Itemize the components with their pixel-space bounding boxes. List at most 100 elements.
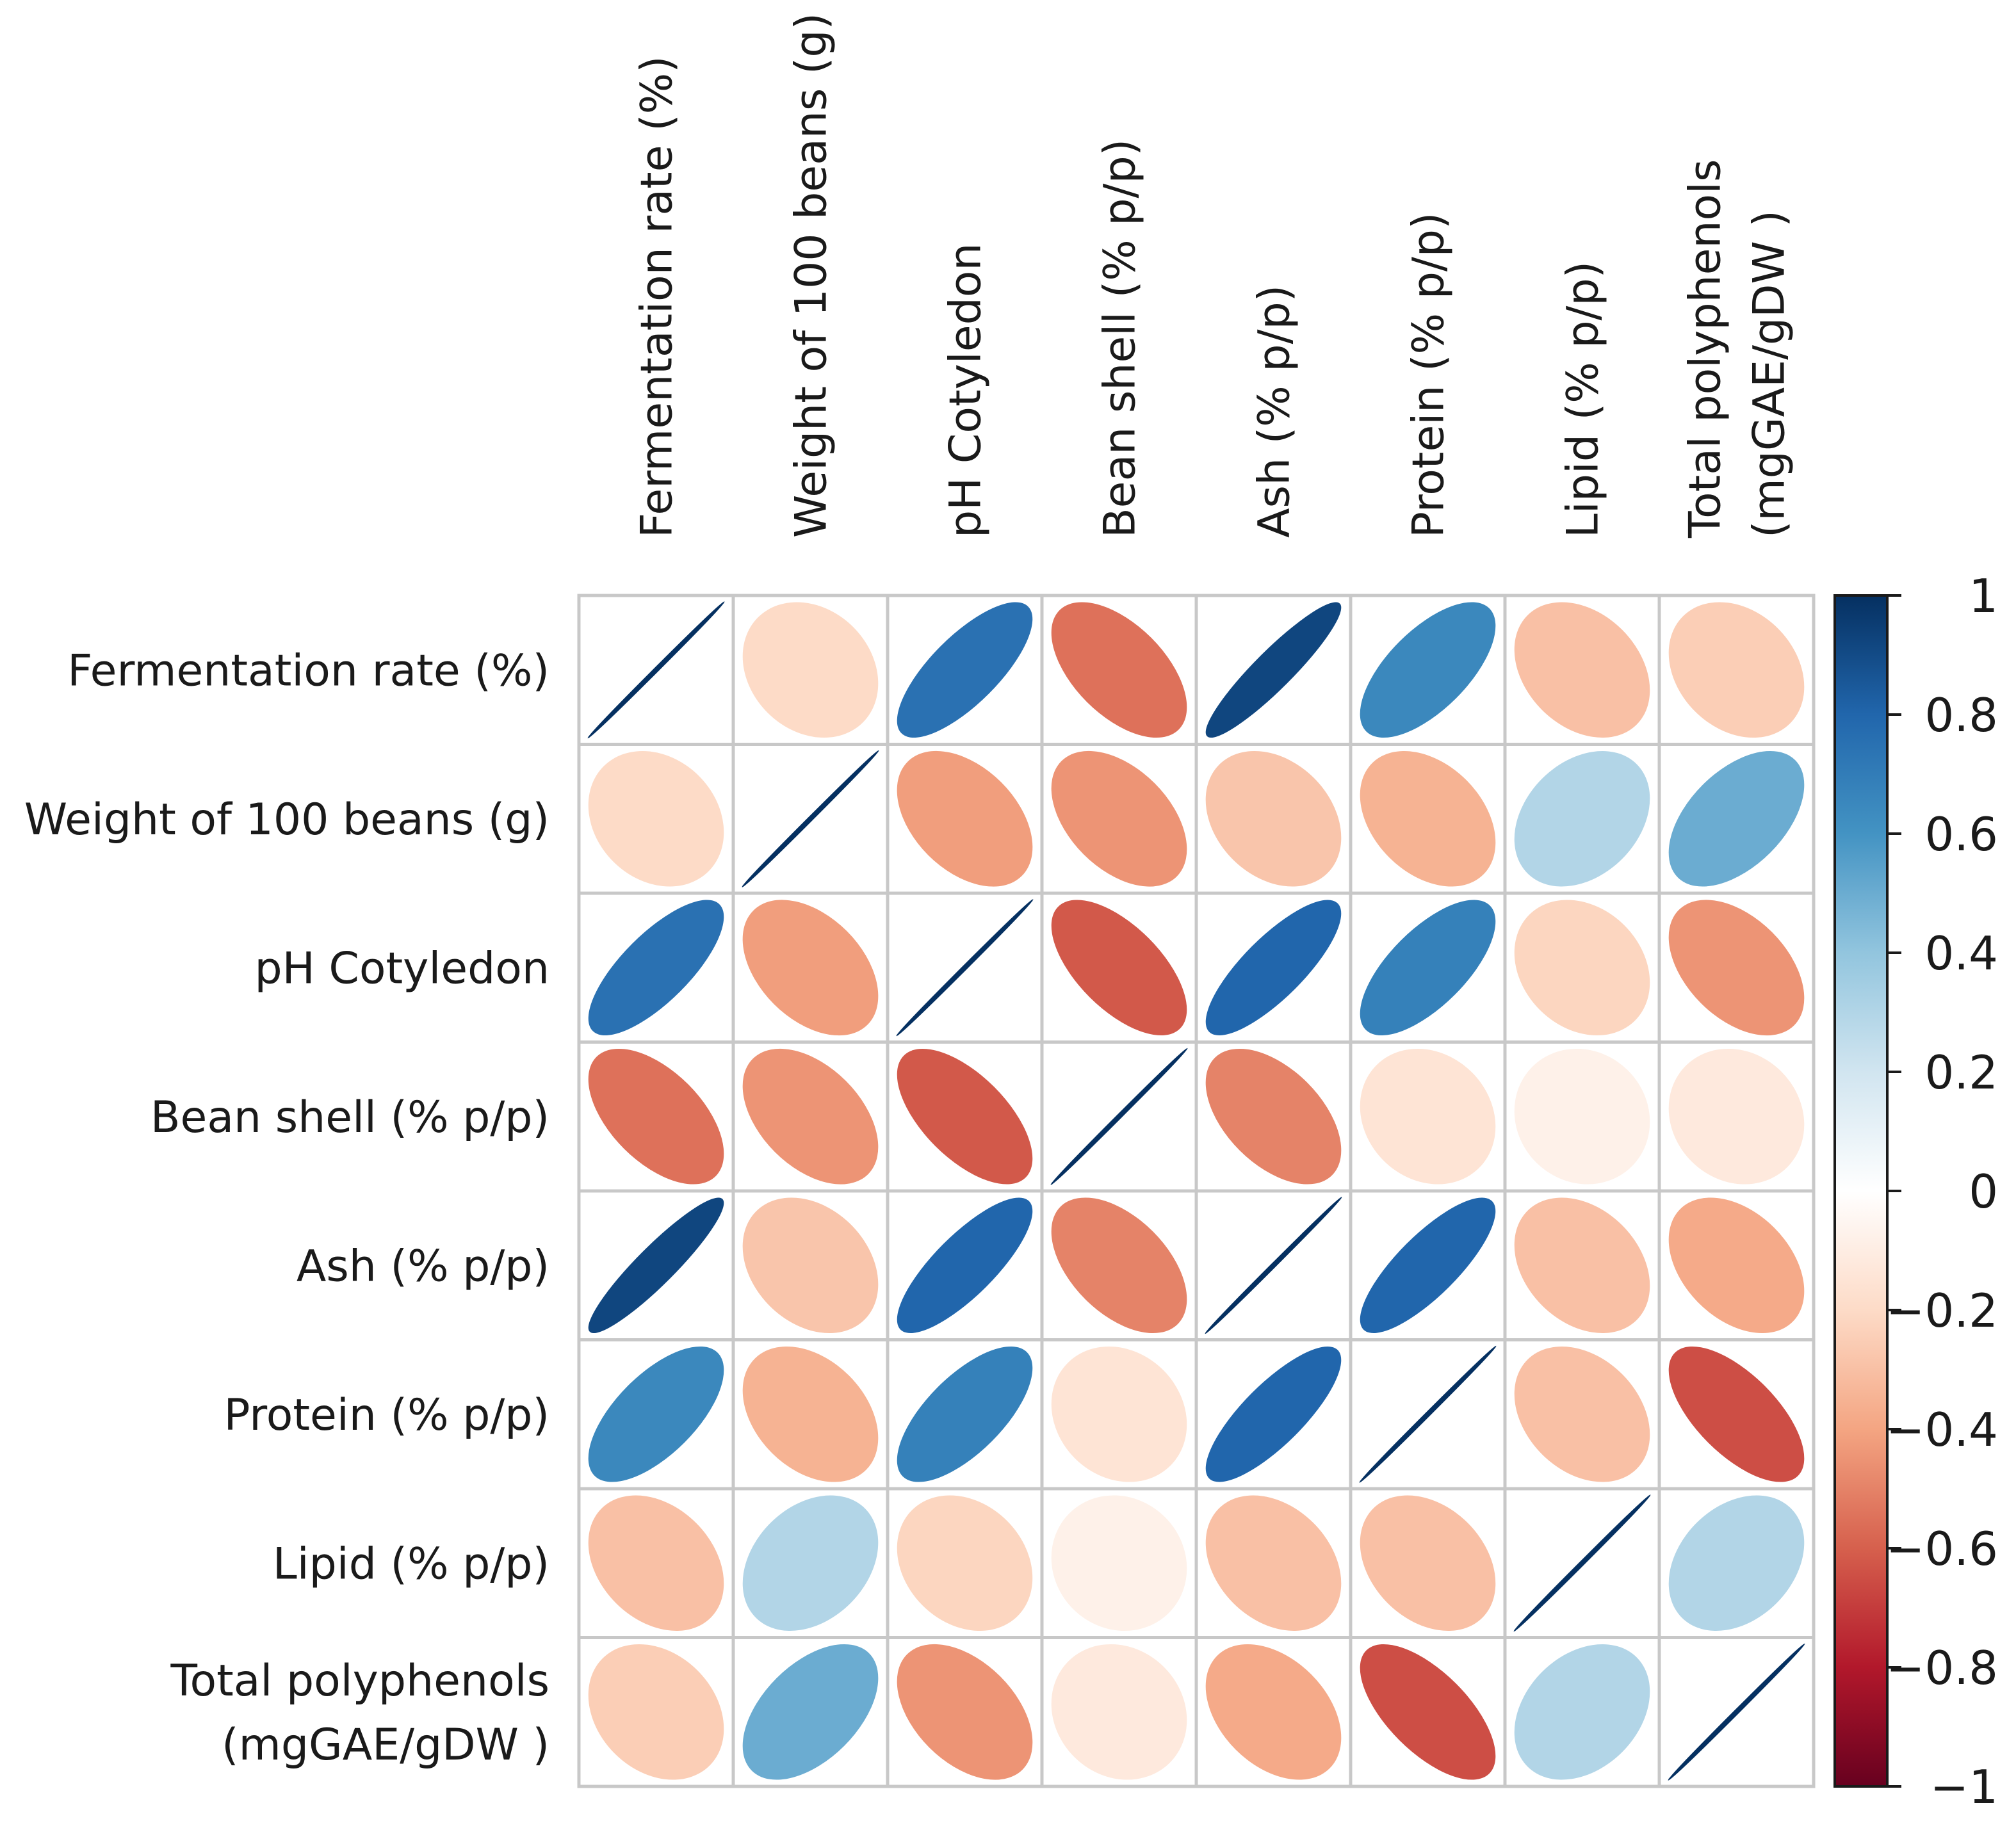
correlation-ellipse-ash-p-p--ph-cotyledon (897, 1197, 1033, 1334)
correlation-ellipse-protein-p-p--fermentation-rate (588, 1346, 724, 1482)
column-label-bean-shell-p-p: Bean shell (% p/p) (1095, 139, 1146, 538)
correlation-ellipse-ph-cotyledon--ash-p-p (1205, 900, 1342, 1036)
correlation-ellipse-ph-cotyledon--fermentation-rate (588, 900, 724, 1036)
correlation-ellipse-fermentation-rate--ph-cotyledon (897, 602, 1033, 738)
correlation-ellipse-ph-cotyledon--ph-cotyledon (896, 898, 1034, 1037)
row-label-lipid-p-p: Lipid (% p/p) (273, 1539, 549, 1589)
correlation-ellipse-total-polyphenols-mggae-gdw--fermentation-rate (588, 1644, 724, 1780)
column-label-weight-of-100-beans-g: Weight of 100 beans (g) (786, 13, 837, 538)
correlation-ellipse-ash-p-p--total-polyphenols-mggae-gdw (1668, 1197, 1805, 1334)
colorbar-tick-label: −0.2 (1886, 1284, 1998, 1338)
row-label-protein-p-p: Protein (% p/p) (224, 1390, 549, 1441)
row-label-ph-cotyledon: pH Cotyledon (255, 943, 550, 994)
column-label-fermentation-rate: Fermentation rate (%) (632, 56, 683, 538)
column-label-total-polyphenols-mggae-gdw-line-2: (mgGAE/gDW ) (1744, 210, 1795, 538)
correlation-ellipse-total-polyphenols-mggae-gdw--bean-shell-p-p (1051, 1644, 1187, 1780)
column-label-total-polyphenols-mggae-gdw-line-1: Total polyphenols (1680, 159, 1731, 538)
correlation-ellipse-lipid-p-p--ph-cotyledon (897, 1495, 1033, 1631)
column-label-ph-cotyledon: pH Cotyledon (941, 243, 991, 538)
column-label-protein-p-p: Protein (% p/p) (1404, 212, 1454, 538)
correlation-ellipse-bean-shell-p-p--ash-p-p (1205, 1048, 1342, 1185)
correlation-ellipse-weight-of-100-beans-g--protein-p-p (1360, 750, 1496, 887)
colorbar-tick-label: 1 (1969, 569, 1998, 623)
correlation-ellipse-fermentation-rate--weight-of-100-beans-g (742, 602, 879, 738)
correlation-ellipse-fermentation-rate--fermentation-rate (587, 601, 725, 739)
correlation-ellipse-ph-cotyledon--total-polyphenols-mggae-gdw (1668, 900, 1805, 1036)
correlation-ellipse-bean-shell-p-p--ph-cotyledon (897, 1048, 1033, 1185)
correlation-ellipse-weight-of-100-beans-g--weight-of-100-beans-g (742, 750, 879, 888)
colorbar-gradient (1833, 594, 1889, 1788)
row-label-fermentation-rate: Fermentation rate (%) (67, 645, 549, 696)
correlation-ellipse-bean-shell-p-p--weight-of-100-beans-g (742, 1048, 879, 1185)
correlation-ellipse-total-polyphenols-mggae-gdw--lipid-p-p (1514, 1644, 1650, 1780)
row-label-total-polyphenols-mggae-gdw-line-1: Total polyphenols (170, 1656, 549, 1706)
colorbar-tick-label: 0.6 (1924, 807, 1998, 861)
correlation-ellipse-lipid-p-p--fermentation-rate (588, 1495, 724, 1631)
colorbar-tick-label: 0.4 (1924, 927, 1998, 980)
colorbar-tick-label: 0.2 (1924, 1046, 1998, 1099)
correlation-ellipse-protein-p-p--total-polyphenols-mggae-gdw (1668, 1346, 1805, 1482)
correlation-ellipse-protein-p-p--ph-cotyledon (897, 1346, 1033, 1482)
correlation-ellipse-lipid-p-p--total-polyphenols-mggae-gdw (1668, 1495, 1805, 1631)
correlation-ellipse-total-polyphenols-mggae-gdw--total-polyphenols-mggae-gdw (1668, 1643, 1805, 1781)
correlation-ellipse-weight-of-100-beans-g--ash-p-p (1205, 750, 1342, 887)
correlation-ellipse-ash-p-p--weight-of-100-beans-g (742, 1197, 879, 1334)
correlation-ellipse-weight-of-100-beans-g--fermentation-rate (588, 750, 724, 887)
correlation-ellipse-protein-p-p--protein-p-p (1359, 1345, 1497, 1484)
column-labels: Fermentation rate (%) Weight of 100 beans… (632, 13, 1795, 538)
correlation-ellipse-ph-cotyledon--protein-p-p (1360, 900, 1496, 1036)
correlation-ellipse-bean-shell-p-p--protein-p-p (1360, 1049, 1496, 1185)
correlation-ellipse-fermentation-rate--protein-p-p (1360, 602, 1496, 738)
correlation-ellipse-ash-p-p--bean-shell-p-p (1051, 1197, 1187, 1334)
correlation-ellipse-weight-of-100-beans-g--lipid-p-p (1514, 750, 1650, 887)
correlation-ellipse-ash-p-p--protein-p-p (1360, 1197, 1496, 1334)
correlation-ellipse-bean-shell-p-p--fermentation-rate (588, 1048, 724, 1185)
correlation-ellipse-protein-p-p--ash-p-p (1205, 1346, 1342, 1482)
correlation-ellipse-lipid-p-p--protein-p-p (1360, 1495, 1496, 1631)
correlation-ellipse-total-polyphenols-mggae-gdw--protein-p-p (1360, 1644, 1496, 1780)
correlation-ellipse-protein-p-p--bean-shell-p-p (1051, 1347, 1187, 1482)
correlation-ellipse-protein-p-p--lipid-p-p (1514, 1346, 1650, 1482)
row-label-weight-of-100-beans-g: Weight of 100 beans (g) (24, 795, 549, 845)
correlation-ellipse-ash-p-p--ash-p-p (1205, 1196, 1342, 1334)
correlation-marks (587, 601, 1805, 1781)
correlation-ellipse-bean-shell-p-p--total-polyphenols-mggae-gdw (1668, 1048, 1805, 1185)
correlation-ellipse-total-polyphenols-mggae-gdw--ash-p-p (1205, 1644, 1342, 1780)
colorbar-tick-label: −0.6 (1886, 1522, 1998, 1576)
correlation-ellipse-bean-shell-p-p--bean-shell-p-p (1050, 1048, 1188, 1186)
row-label-bean-shell-p-p: Bean shell (% p/p) (150, 1092, 549, 1143)
correlation-ellipse-ph-cotyledon--weight-of-100-beans-g (742, 900, 879, 1036)
column-label-ash-p-p: Ash (% p/p) (1249, 285, 1300, 538)
correlation-ellipse-weight-of-100-beans-g--total-polyphenols-mggae-gdw (1668, 750, 1805, 887)
colorbar-tick-label: 0 (1969, 1165, 1998, 1218)
correlation-ellipse-fermentation-rate--ash-p-p (1205, 602, 1342, 738)
correlation-ellipse-ash-p-p--lipid-p-p (1514, 1197, 1650, 1334)
correlation-ellipse-fermentation-rate--total-polyphenols-mggae-gdw (1668, 602, 1805, 738)
correlation-ellipse-weight-of-100-beans-g--bean-shell-p-p (1051, 750, 1187, 887)
correlation-ellipse-total-polyphenols-mggae-gdw--weight-of-100-beans-g (742, 1644, 879, 1780)
correlation-ellipse-lipid-p-p--bean-shell-p-p (1051, 1495, 1187, 1631)
correlation-ellipse-protein-p-p--weight-of-100-beans-g (742, 1346, 879, 1482)
colorbar-tick-label: −1 (1930, 1760, 1998, 1814)
correlation-ellipse-ph-cotyledon--lipid-p-p (1514, 900, 1650, 1035)
correlation-ellipse-lipid-p-p--ash-p-p (1205, 1495, 1342, 1631)
colorbar-tick-label: 0.8 (1924, 688, 1998, 742)
row-labels: Fermentation rate (%) Weight of 100 beans… (24, 645, 549, 1770)
correlation-ellipse-bean-shell-p-p--lipid-p-p (1514, 1048, 1650, 1185)
correlation-ellipse-weight-of-100-beans-g--ph-cotyledon (897, 750, 1033, 887)
correlation-ellipse-ash-p-p--fermentation-rate (588, 1197, 724, 1334)
correlation-ellipse-lipid-p-p--weight-of-100-beans-g (742, 1495, 879, 1631)
column-label-lipid-p-p: Lipid (% p/p) (1558, 261, 1609, 538)
colorbar: 1 0.8 0.6 0.4 0.2 0 −0.2 −0.4 −0.6 −0.8 −1 (1833, 569, 1998, 1814)
row-label-total-polyphenols-mggae-gdw-line-2: (mgGAE/gDW ) (222, 1720, 549, 1770)
colorbar-tick-label: −0.4 (1886, 1403, 1998, 1457)
correlation-ellipse-ph-cotyledon--bean-shell-p-p (1051, 900, 1187, 1036)
correlation-ellipse-total-polyphenols-mggae-gdw--ph-cotyledon (897, 1644, 1033, 1780)
correlation-ellipse-lipid-p-p--lipid-p-p (1513, 1494, 1651, 1632)
row-label-ash-p-p: Ash (% p/p) (297, 1241, 549, 1291)
correlation-ellipse-fermentation-rate--bean-shell-p-p (1051, 602, 1187, 738)
colorbar-tick-label: −0.8 (1886, 1641, 1998, 1695)
correlation-ellipse-fermentation-rate--lipid-p-p (1514, 602, 1650, 738)
